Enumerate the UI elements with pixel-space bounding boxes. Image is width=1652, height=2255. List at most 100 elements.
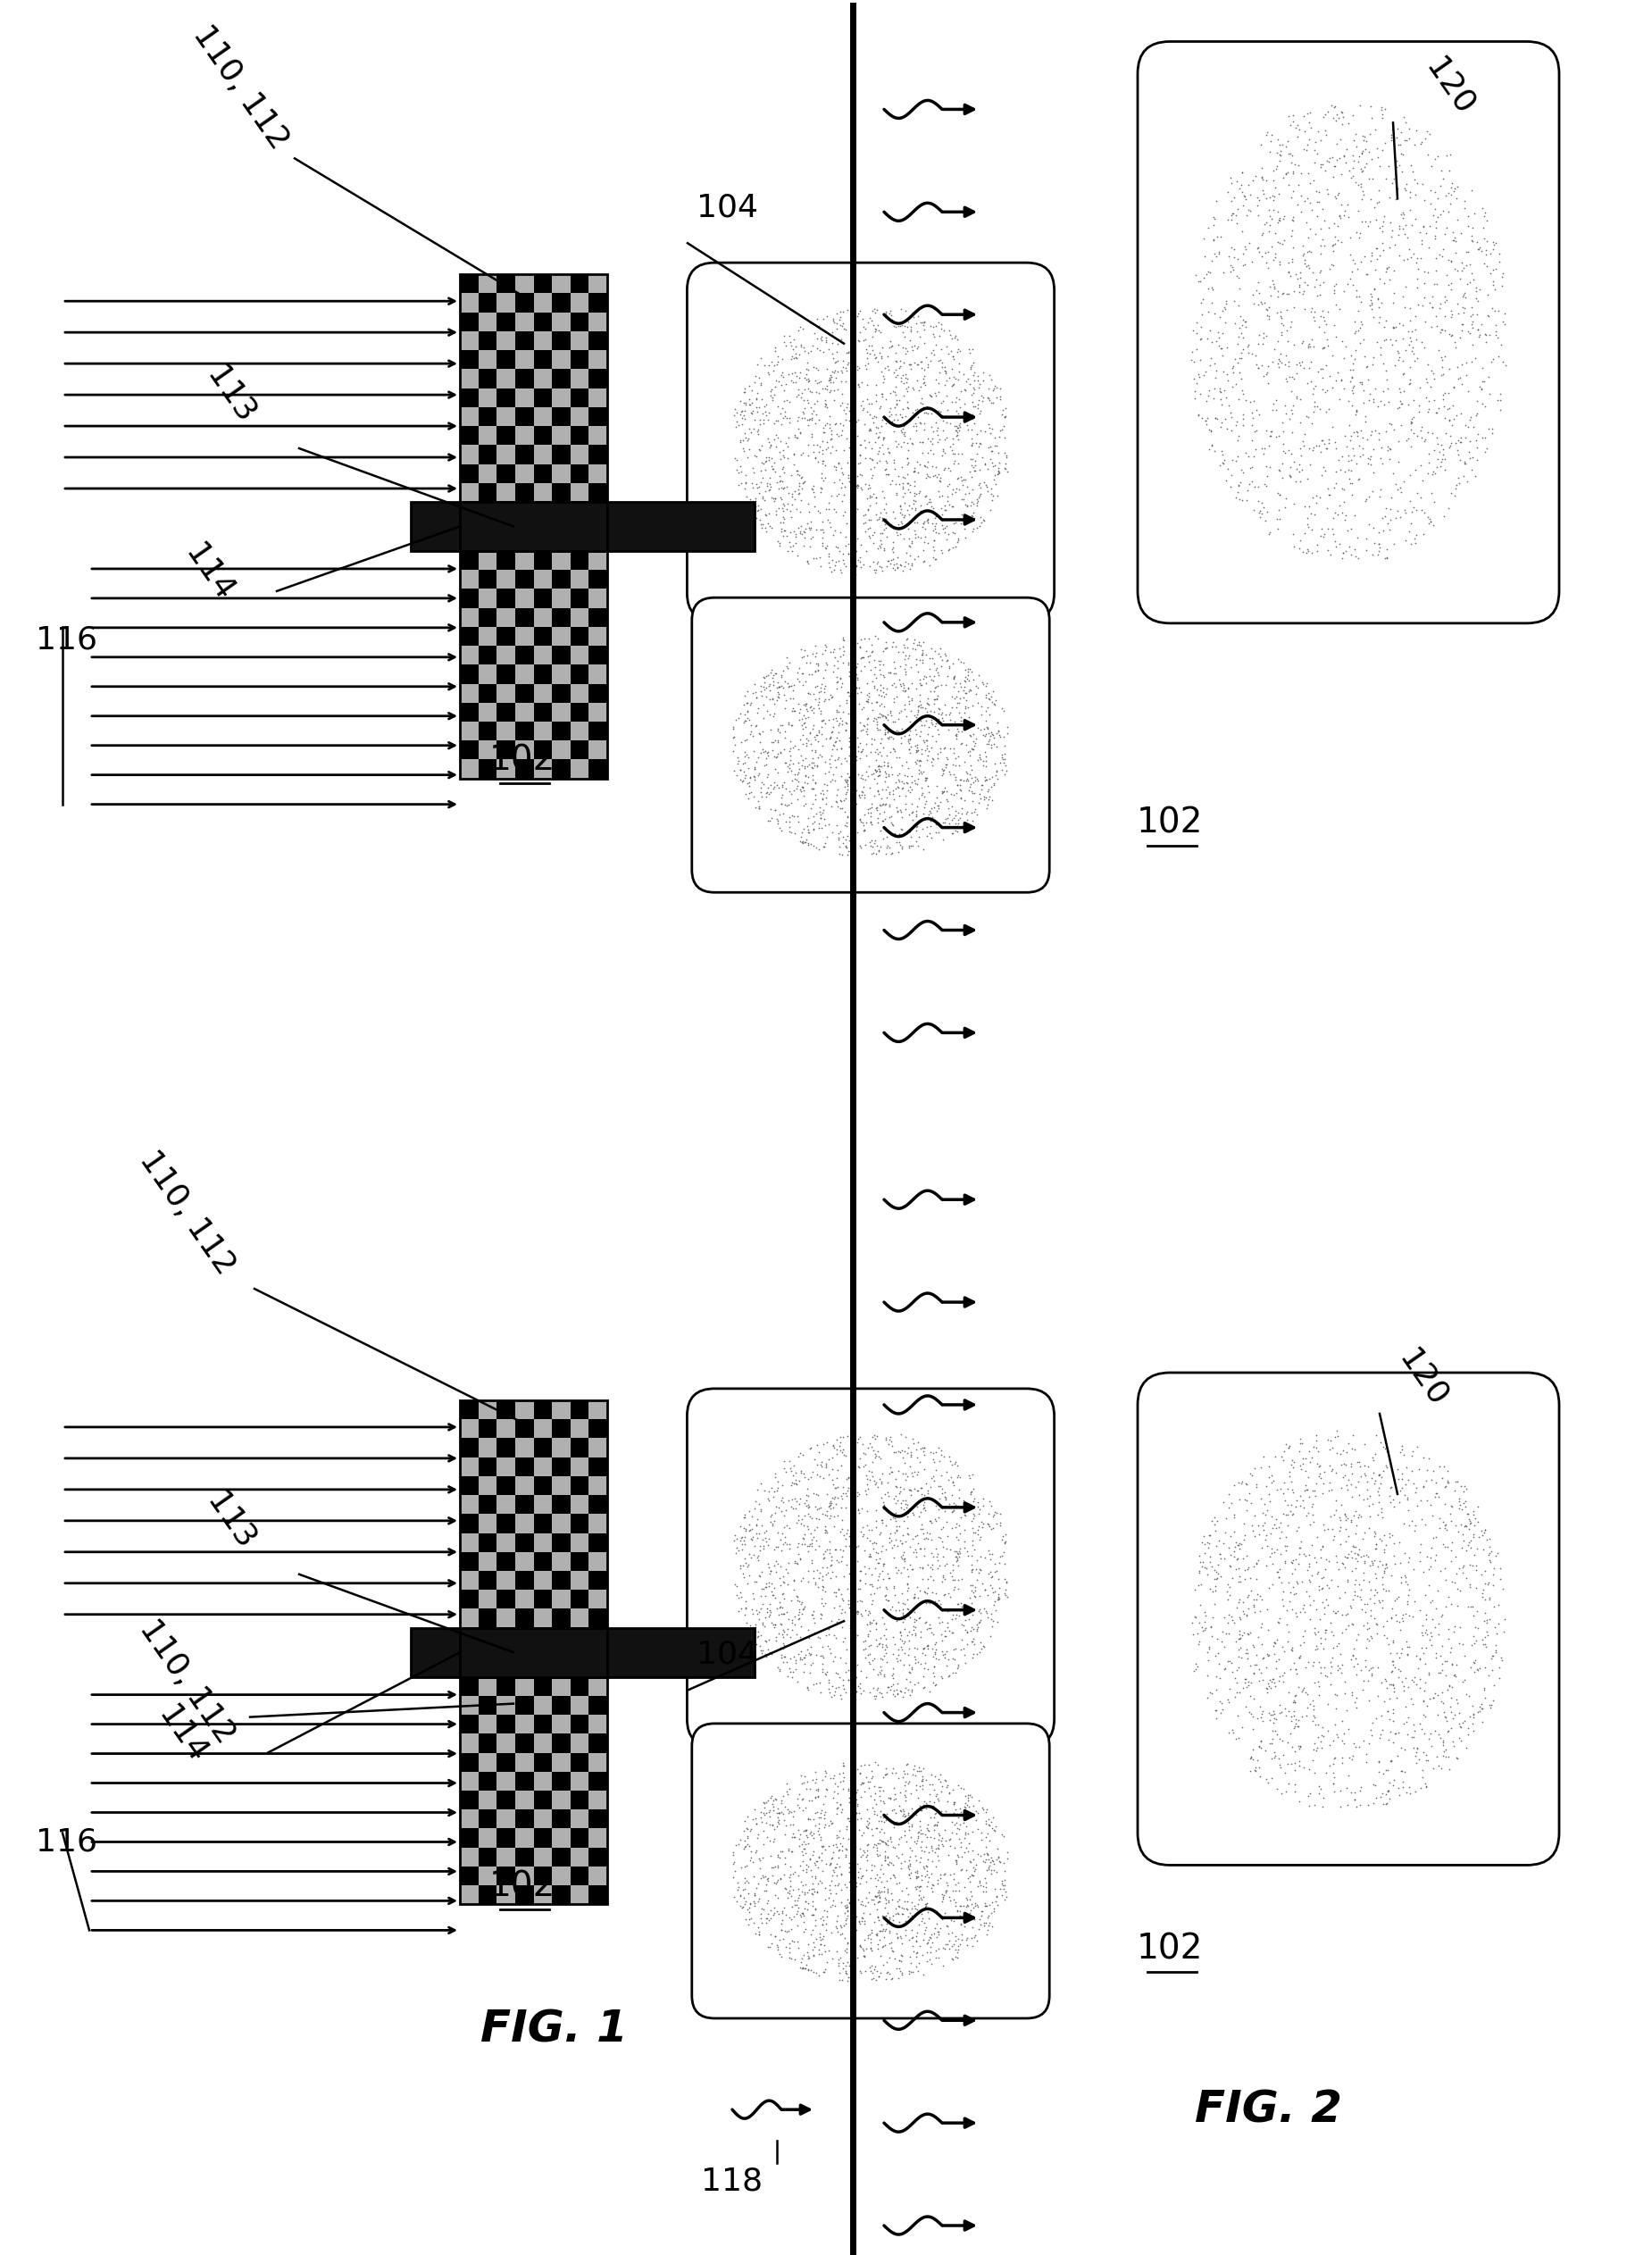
Point [970, 749, 996, 785]
Point [899, 426, 925, 462]
Point [757, 1892, 783, 1928]
Point [905, 453, 932, 489]
Point [847, 801, 874, 837]
Point [975, 710, 1001, 746]
Point [874, 701, 900, 737]
Point [1417, 501, 1444, 537]
Point [1343, 277, 1370, 313]
Point [1370, 512, 1396, 548]
Point [737, 1842, 763, 1878]
Point [1236, 1590, 1262, 1626]
Point [904, 1439, 930, 1475]
Point [947, 1531, 973, 1567]
Bar [588, 465, 608, 483]
Point [861, 1881, 887, 1917]
Point [800, 1836, 826, 1872]
Point [760, 451, 786, 487]
Point [742, 1887, 768, 1924]
Point [907, 1928, 933, 1964]
Point [775, 532, 801, 568]
Point [872, 631, 899, 667]
Point [862, 701, 889, 737]
Point [798, 1515, 824, 1551]
Point [1436, 1578, 1462, 1615]
Point [1429, 1725, 1455, 1761]
Bar [515, 465, 534, 483]
Point [800, 1599, 826, 1635]
Point [1488, 1642, 1515, 1678]
Point [1467, 1694, 1493, 1730]
Point [798, 1522, 824, 1558]
Point [904, 767, 930, 803]
Point [940, 1786, 966, 1822]
Point [1333, 1434, 1360, 1470]
Point [1221, 1603, 1247, 1639]
Point [887, 1468, 914, 1504]
Point [821, 762, 847, 798]
Point [935, 1606, 961, 1642]
Bar [515, 1678, 534, 1696]
Point [1414, 365, 1441, 401]
Point [981, 719, 1008, 755]
Point [791, 1813, 818, 1849]
Point [843, 532, 869, 568]
Point [1203, 1657, 1229, 1694]
Point [856, 638, 882, 674]
Point [935, 336, 961, 372]
Point [973, 710, 999, 746]
Point [722, 1518, 748, 1554]
Point [909, 424, 935, 460]
Point [747, 1529, 773, 1565]
Point [740, 1576, 767, 1612]
Point [1472, 1511, 1498, 1547]
Point [938, 1493, 965, 1529]
Point [914, 692, 940, 728]
Point [788, 819, 814, 855]
Point [762, 1531, 788, 1567]
Point [775, 706, 801, 742]
Bar [479, 465, 497, 483]
Point [1194, 271, 1221, 307]
Point [821, 1757, 847, 1793]
Point [1343, 1680, 1370, 1716]
Point [809, 1540, 836, 1576]
Point [1452, 1484, 1479, 1520]
Point [828, 406, 854, 442]
Bar [515, 1867, 534, 1885]
Point [1297, 446, 1323, 483]
Point [965, 1836, 991, 1872]
Point [1389, 307, 1416, 343]
Bar [459, 1829, 479, 1847]
Point [957, 331, 983, 368]
Point [798, 744, 824, 780]
Point [1439, 1630, 1465, 1666]
Point [1227, 1563, 1254, 1599]
Point [1363, 1531, 1389, 1567]
Point [755, 496, 781, 532]
Point [1379, 113, 1406, 149]
Point [834, 1459, 861, 1495]
Point [851, 390, 877, 426]
Point [795, 1563, 821, 1599]
Point [1264, 1621, 1290, 1657]
Point [762, 370, 788, 406]
Point [859, 789, 885, 825]
Bar [515, 1734, 534, 1752]
Point [937, 1775, 963, 1811]
Point [879, 1750, 905, 1786]
Point [1487, 1560, 1513, 1597]
Point [885, 1434, 912, 1470]
Point [1323, 1454, 1350, 1491]
Point [735, 381, 762, 417]
Point [861, 1827, 887, 1863]
Point [1252, 318, 1279, 354]
Point [833, 1838, 859, 1874]
Point [785, 1497, 811, 1533]
Point [1275, 322, 1302, 359]
Point [895, 1795, 922, 1831]
Point [935, 1594, 961, 1630]
Point [1408, 126, 1434, 162]
Point [828, 1678, 854, 1714]
Point [963, 1847, 990, 1883]
Point [935, 530, 961, 566]
